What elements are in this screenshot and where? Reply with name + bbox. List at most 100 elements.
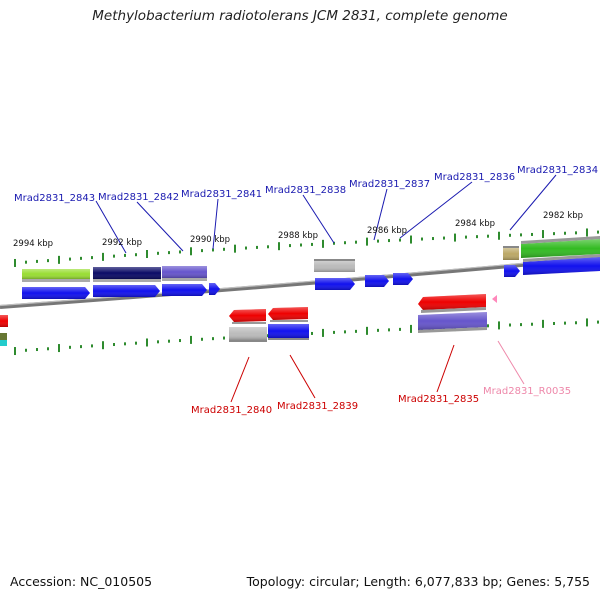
leader-line (289, 354, 316, 399)
leader-line (212, 198, 219, 250)
gene-arrow-forward[interactable] (365, 275, 389, 287)
gene-feature[interactable] (503, 246, 519, 260)
gene-label[interactable]: Mrad2831_2834 (517, 165, 598, 176)
minor-tick (113, 343, 115, 347)
minor-tick (564, 321, 566, 325)
major-tick (190, 335, 192, 344)
minor-tick (113, 254, 115, 258)
gene-feature[interactable] (162, 266, 207, 281)
leader-line (399, 181, 473, 239)
minor-tick (311, 331, 313, 335)
minor-tick (520, 233, 522, 237)
minor-tick (212, 248, 214, 252)
major-tick (586, 228, 588, 237)
major-tick (102, 252, 104, 261)
major-tick (454, 233, 456, 242)
major-tick (410, 324, 412, 333)
gene-label[interactable]: Mrad2831_2843 (14, 193, 95, 204)
minor-tick (487, 324, 489, 328)
gene-arrow-forward[interactable] (162, 284, 207, 296)
minor-tick (355, 240, 357, 244)
minor-tick (223, 247, 225, 251)
gene-feature[interactable] (93, 267, 161, 282)
gene-feature[interactable] (521, 236, 600, 258)
gene-label[interactable]: Mrad2831_2842 (98, 192, 179, 203)
minor-tick (36, 259, 38, 263)
gene-feature[interactable] (268, 324, 309, 340)
minor-tick (91, 344, 93, 348)
gene-arrow-forward[interactable] (22, 287, 90, 299)
gene-label[interactable]: Mrad2831_2841 (181, 189, 262, 200)
gene-arrow-reverse[interactable] (268, 307, 308, 322)
gene-feature[interactable] (229, 327, 267, 342)
rna-arrow-reverse[interactable] (492, 295, 497, 303)
minor-tick (135, 341, 137, 345)
genome-title: Methylobacterium radiotolerans JCM 2831,… (92, 8, 508, 24)
gene-feature[interactable] (418, 312, 487, 333)
minor-tick (377, 239, 379, 243)
minor-tick (212, 337, 214, 341)
leader-line (302, 194, 335, 244)
minor-tick (509, 233, 511, 237)
gene-feature[interactable] (22, 269, 90, 282)
minor-tick (168, 339, 170, 343)
gene-arrow-reverse[interactable] (418, 294, 486, 313)
minor-tick (432, 237, 434, 241)
minor-tick (25, 348, 27, 352)
minor-tick (80, 256, 82, 260)
gene-arrow-forward[interactable] (93, 285, 160, 297)
minor-tick (355, 329, 357, 333)
gene-label[interactable]: Mrad2831_2840 (191, 405, 272, 416)
minor-tick (531, 322, 533, 326)
minor-tick (289, 244, 291, 248)
major-tick (586, 318, 588, 327)
major-tick (498, 321, 500, 330)
gene-label[interactable]: Mrad2831_2837 (349, 179, 430, 190)
minor-tick (487, 234, 489, 238)
minor-tick (344, 330, 346, 334)
major-tick (14, 258, 16, 267)
gene-label[interactable]: Mrad2831_2838 (265, 185, 346, 196)
minor-tick (575, 231, 577, 235)
minor-tick (223, 336, 225, 340)
minor-tick (575, 321, 577, 325)
leader-line (497, 340, 525, 385)
gene-label[interactable]: Mrad2831_2839 (277, 401, 358, 412)
minor-tick (201, 337, 203, 341)
gene-arrow-forward[interactable] (315, 278, 355, 290)
gene-arrow-forward[interactable] (393, 273, 413, 285)
leader-line (136, 201, 184, 252)
kbp-label: 2986 kbp (367, 226, 407, 236)
minor-tick (388, 239, 390, 243)
gene-arrow-forward[interactable] (504, 265, 520, 277)
minor-tick (553, 232, 555, 236)
gene-label[interactable]: Mrad2831_2836 (434, 172, 515, 183)
kbp-label: 2994 kbp (13, 239, 53, 249)
minor-tick (344, 241, 346, 245)
minor-tick (168, 251, 170, 255)
gene-arrow-forward[interactable] (209, 283, 220, 295)
gene-feature[interactable] (0, 333, 7, 346)
major-tick (498, 231, 500, 240)
minor-tick (377, 328, 379, 332)
gene-label[interactable]: Mrad2831_R0035 (483, 386, 571, 397)
minor-tick (399, 327, 401, 331)
major-tick (322, 328, 324, 337)
genome-backbone (0, 256, 600, 309)
minor-tick (597, 230, 599, 234)
major-tick (542, 319, 544, 328)
gene-feature[interactable] (0, 315, 8, 327)
gene-arrow-reverse[interactable] (229, 309, 266, 324)
gene-arrow-forward[interactable] (523, 254, 600, 275)
major-tick (322, 239, 324, 248)
gene-label[interactable]: Mrad2831_2835 (398, 394, 479, 405)
major-tick (278, 242, 280, 251)
minor-tick (69, 345, 71, 349)
major-tick (366, 326, 368, 335)
minor-tick (399, 238, 401, 242)
minor-tick (124, 342, 126, 346)
leader-line (230, 356, 250, 403)
gene-feature[interactable] (314, 259, 355, 272)
minor-tick (135, 253, 137, 257)
